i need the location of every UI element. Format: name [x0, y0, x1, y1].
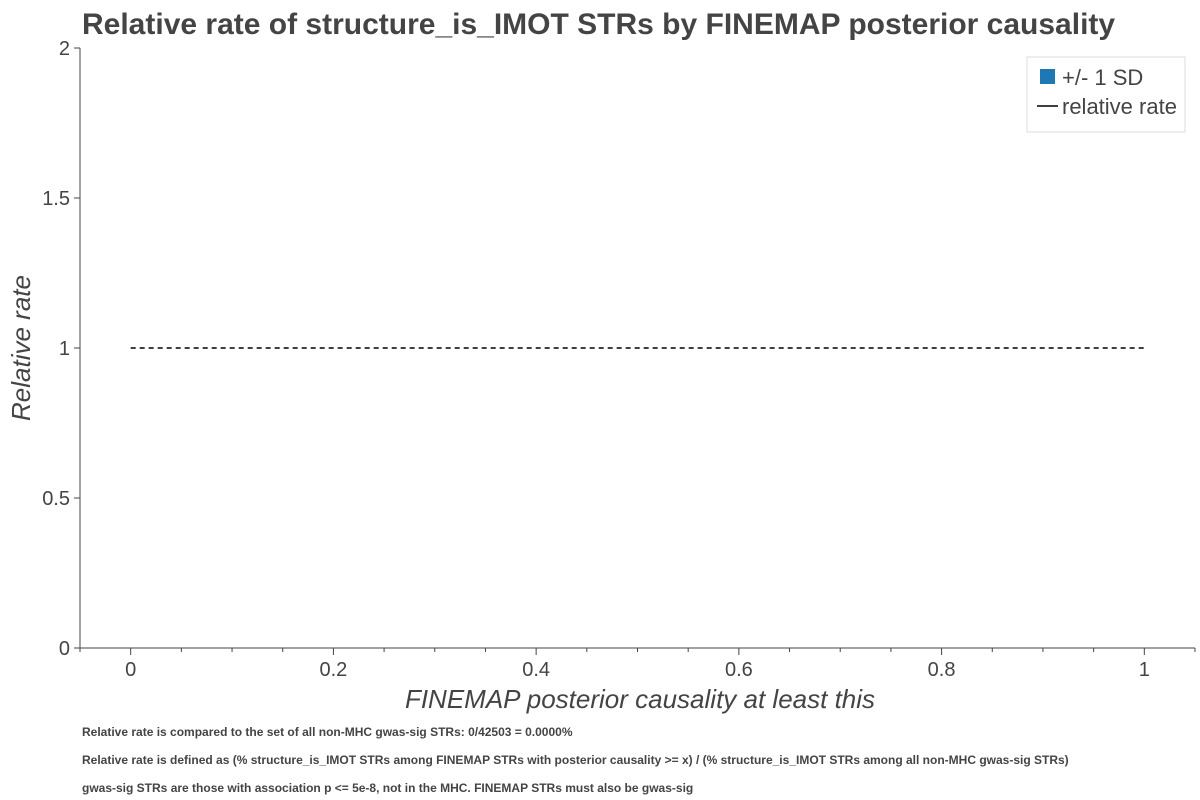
y-tick-label: 2	[59, 38, 70, 60]
footnote-definition: Relative rate is defined as (% structure…	[82, 753, 1069, 767]
x-tick-label: 1	[1139, 659, 1150, 681]
legend-sd-label: +/- 1 SD	[1062, 65, 1143, 90]
footnote-baseline: Relative rate is compared to the set of …	[82, 725, 573, 739]
x-axis-label: FINEMAP posterior causality at least thi…	[405, 684, 875, 714]
x-tick-label: 0	[125, 659, 136, 681]
x-tick-label: 0.2	[320, 659, 348, 681]
x-tick-label: 0.4	[522, 659, 550, 681]
x-tick-label: 0.6	[725, 659, 753, 681]
footnotes: Relative rate is compared to the set of …	[82, 725, 1069, 795]
y-tick-label: 0	[59, 638, 70, 660]
x-ticks: 0 0.2 0.4 0.6 0.8 1	[125, 648, 1150, 681]
y-tick-label: 0.5	[42, 488, 70, 510]
footnote-criteria: gwas-sig STRs are those with association…	[82, 781, 693, 795]
legend: +/- 1 SD relative rate	[1026, 56, 1186, 133]
y-tick-label: 1	[59, 338, 70, 360]
x-tick-label: 0.8	[928, 659, 956, 681]
legend-sd-swatch	[1040, 69, 1055, 84]
y-axis-label: Relative rate	[6, 275, 36, 421]
x-minor-ticks	[79, 648, 1196, 652]
legend-rate-label: relative rate	[1062, 94, 1177, 119]
y-tick-label: 1.5	[42, 188, 70, 210]
y-ticks: 0 0.5 1 1.5 2	[42, 38, 80, 660]
plot-area: 0 0.2 0.4 0.6 0.8 1 0 0.5 1 1.5 2	[42, 38, 1196, 681]
chart-title: Relative rate of structure_is_IMOT STRs …	[82, 8, 1115, 41]
